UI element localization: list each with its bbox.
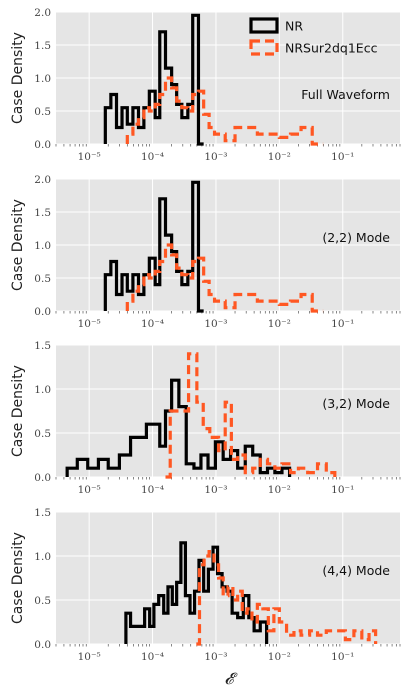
panel-label: Full Waveform bbox=[301, 87, 390, 102]
x-tick-label: 10⁻⁴ bbox=[141, 651, 164, 663]
panel-label: (2,2) Mode bbox=[322, 230, 390, 245]
y-axis-label: Case Density bbox=[10, 199, 26, 291]
x-tick-label: 10⁻³ bbox=[204, 651, 227, 663]
series-NRSur2dq1Ecc-step-line bbox=[125, 243, 324, 313]
x-tick-label: 10⁻¹ bbox=[331, 151, 354, 163]
panel-3: 0.0 0.5 1.0 1.5 10⁻⁵ 10⁻⁴ 10⁻³ 10⁻² 10⁻¹ (3,2) Mo… bbox=[10, 340, 401, 496]
x-axis-label: 𝓔 bbox=[224, 669, 238, 688]
series-NRSur2dq1Ecc-step-line bbox=[125, 76, 324, 146]
y-tick-label: 0.0 bbox=[34, 639, 51, 651]
panel-2: 0.0 0.5 1.0 1.5 2.0 10⁻⁵ 10⁻⁴ 10⁻³ 10⁻² 10⁻¹ (2,2)… bbox=[10, 174, 401, 330]
series-NR-step-line bbox=[124, 541, 269, 644]
legend-label: NRSur2dq1Ecc bbox=[285, 41, 378, 56]
y-tick-label: 0.5 bbox=[34, 428, 51, 440]
x-tick-label: 10⁻⁵ bbox=[78, 651, 101, 663]
legend-swatch-NRSur2dq1Ecc bbox=[249, 39, 279, 56]
y-tick-label: 1.0 bbox=[34, 73, 51, 85]
y-tick-label: 0.5 bbox=[34, 273, 51, 285]
legend-label: NR bbox=[285, 19, 303, 34]
y-tick-label: 1.5 bbox=[34, 507, 51, 519]
x-tick-label: 10⁻⁴ bbox=[141, 484, 164, 496]
panel-4: 0.0 0.5 1.0 1.5 10⁻⁵ 10⁻⁴ 10⁻³ 10⁻² 10⁻¹ (4,4) Mo… bbox=[10, 507, 401, 663]
panel-1: 0.0 0.5 1.0 1.5 2.0 10⁻⁵ 10⁻⁴ 10⁻³ 10⁻² 10⁻¹ Full … bbox=[10, 7, 401, 163]
y-tick-label: 0.5 bbox=[34, 595, 51, 607]
x-tick-label: 10⁻⁴ bbox=[141, 318, 164, 330]
y-tick-label: 0.5 bbox=[34, 106, 51, 118]
y-tick-label: 0.0 bbox=[34, 139, 51, 151]
x-tick-label: 10⁻¹ bbox=[331, 651, 354, 663]
panel-label: (3,2) Mode bbox=[322, 396, 390, 411]
x-tick-label: 10⁻² bbox=[268, 318, 291, 330]
y-tick-label: 1.5 bbox=[34, 40, 51, 52]
x-tick-label: 10⁻³ bbox=[204, 484, 227, 496]
y-tick-label: 1.5 bbox=[34, 207, 51, 219]
y-tick-label: 1.0 bbox=[34, 551, 51, 563]
x-tick-label: 10⁻³ bbox=[204, 318, 227, 330]
x-tick-label: 10⁻¹ bbox=[331, 318, 354, 330]
legend: NR NRSur2dq1Ecc bbox=[249, 17, 378, 56]
x-tick-label: 10⁻³ bbox=[204, 151, 227, 163]
plot-background bbox=[56, 512, 400, 644]
series-NR-step-line bbox=[103, 180, 204, 313]
series-NRSur2dq1Ecc-step-line bbox=[165, 352, 337, 479]
x-tick-label: 10⁻⁵ bbox=[78, 318, 101, 330]
y-axis-label: Case Density bbox=[10, 32, 26, 124]
legend-swatch-NR bbox=[249, 17, 279, 34]
y-tick-label: 1.0 bbox=[34, 240, 51, 252]
y-tick-label: 1.5 bbox=[34, 340, 51, 352]
x-tick-label: 10⁻¹ bbox=[331, 484, 354, 496]
x-tick-label: 10⁻⁵ bbox=[78, 484, 101, 496]
y-tick-label: 0.0 bbox=[34, 472, 51, 484]
x-tick-label: 10⁻⁴ bbox=[141, 151, 164, 163]
series-NRSur2dq1Ecc-step-line bbox=[196, 550, 378, 646]
x-tick-label: 10⁻² bbox=[268, 151, 291, 163]
panel-label: (4,4) Mode bbox=[322, 563, 390, 578]
plot-background bbox=[56, 345, 400, 477]
x-tick-label: 10⁻⁵ bbox=[78, 151, 101, 163]
y-tick-label: 2.0 bbox=[34, 174, 51, 186]
series-NR-step-line bbox=[103, 13, 204, 146]
y-axis-label: Case Density bbox=[10, 365, 26, 457]
x-tick-label: 10⁻² bbox=[268, 484, 291, 496]
x-tick-label: 10⁻² bbox=[268, 651, 291, 663]
y-tick-label: 0.0 bbox=[34, 306, 51, 318]
y-axis-label: Case Density bbox=[10, 532, 26, 624]
y-tick-label: 2.0 bbox=[34, 7, 51, 19]
y-tick-label: 1.0 bbox=[34, 384, 51, 396]
